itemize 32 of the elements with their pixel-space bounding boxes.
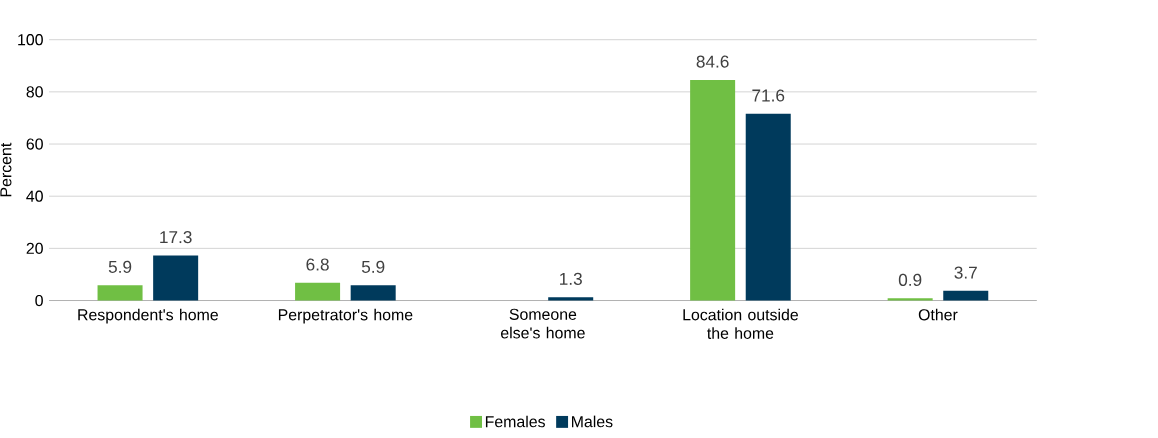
x-tick-label: Location outside the home (683, 308, 798, 339)
y-tick-label: 100 (18, 34, 43, 46)
data-label: 5.9 (108, 260, 132, 273)
data-label: 0.9 (898, 273, 922, 286)
data-label: 1.3 (560, 272, 582, 285)
data-label: 17.3 (160, 230, 192, 244)
bar (690, 79, 736, 301)
legend-label: Females (485, 415, 545, 428)
bar (943, 290, 989, 301)
data-label: 71.6 (752, 89, 785, 102)
data-label: 3.7 (954, 266, 977, 279)
data-label: 84.6 (696, 55, 729, 68)
bar (295, 282, 341, 301)
y-tick-label: 0 (35, 294, 43, 307)
data-label: 5.9 (361, 260, 385, 273)
bar (887, 298, 933, 301)
bar (350, 285, 396, 301)
x-tick-label: Respondent's home (78, 308, 218, 324)
x-tick-label: Perpetrator's home (278, 308, 413, 324)
data-label: 6.8 (306, 258, 329, 271)
y-tick-label: 20 (26, 242, 43, 254)
bar (153, 255, 199, 301)
legend-label: Males (572, 415, 613, 428)
y-tick-label: 80 (26, 86, 43, 98)
bar (97, 285, 143, 301)
y-tick-label: 40 (26, 190, 43, 202)
y-axis-title: Percent (0, 142, 12, 197)
y-tick-label: 60 (26, 138, 43, 150)
x-tick-label: Someone else's home (500, 308, 585, 339)
x-tick-label: Other (918, 308, 958, 321)
bar (548, 297, 594, 301)
bar (745, 113, 791, 301)
